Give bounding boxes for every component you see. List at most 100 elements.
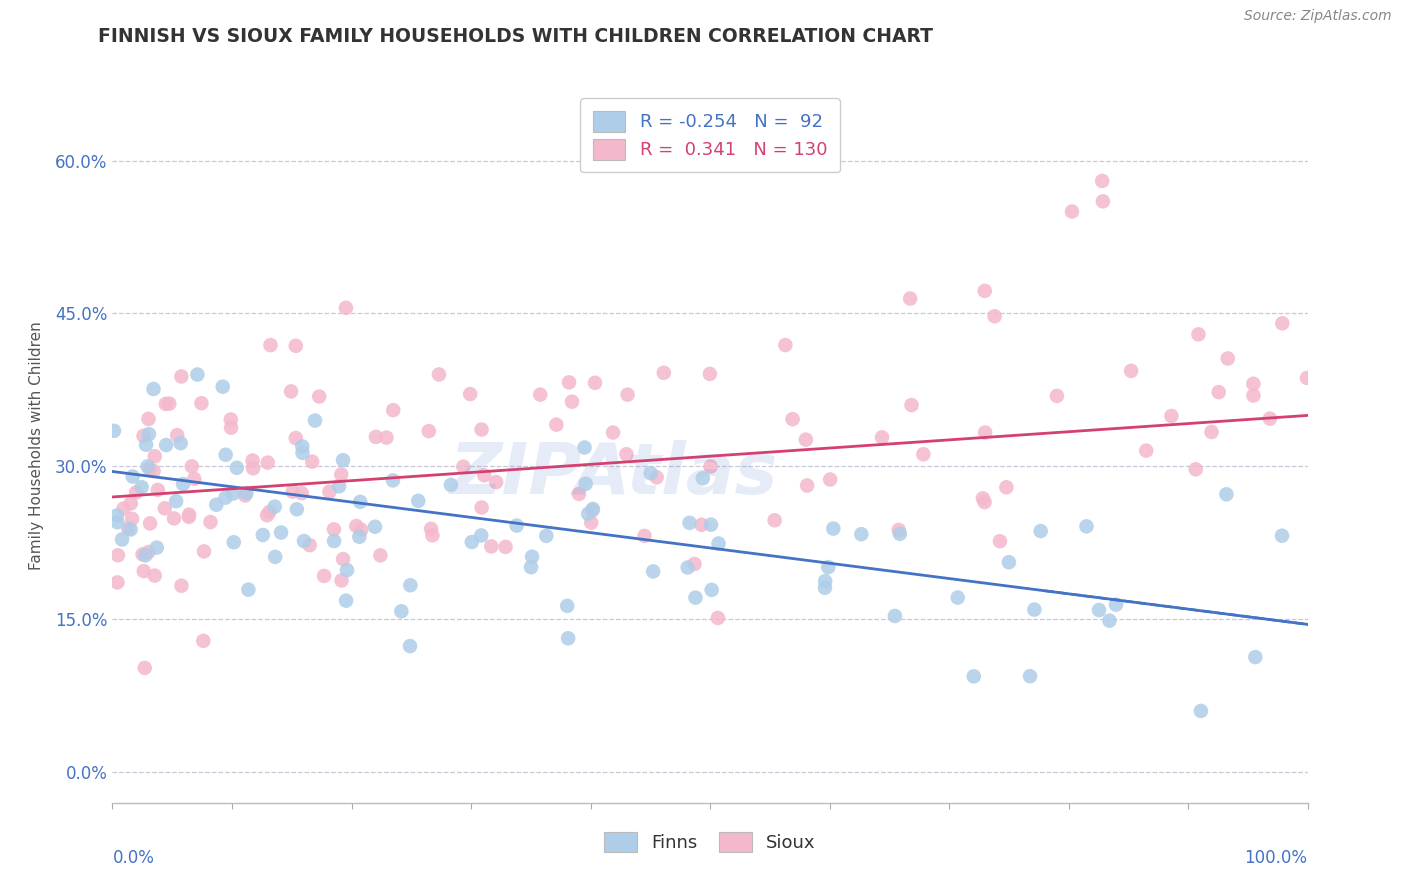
Point	[851, 527, 873, 541]
Point	[139, 516, 162, 531]
Point	[1091, 174, 1114, 188]
Point	[180, 459, 202, 474]
Point	[256, 456, 278, 470]
Point	[1215, 487, 1237, 501]
Point	[138, 462, 160, 476]
Point	[344, 519, 367, 533]
Point	[172, 477, 194, 491]
Point	[131, 548, 153, 562]
Point	[153, 501, 176, 516]
Point	[699, 459, 721, 474]
Point	[330, 574, 353, 588]
Point	[170, 369, 193, 384]
Point	[214, 448, 236, 462]
Point	[284, 339, 307, 353]
Point	[1088, 603, 1111, 617]
Point	[323, 533, 346, 548]
Point	[330, 467, 353, 482]
Point	[471, 423, 494, 437]
Point	[616, 447, 638, 461]
Point	[707, 536, 730, 550]
Point	[155, 397, 177, 411]
Point	[264, 549, 287, 564]
Point	[132, 564, 155, 578]
Point	[645, 470, 668, 484]
Point	[193, 544, 215, 558]
Point	[103, 424, 125, 438]
Point	[142, 382, 165, 396]
Point	[205, 498, 228, 512]
Point	[238, 582, 260, 597]
Point	[1208, 385, 1230, 400]
Point	[583, 376, 606, 390]
Point	[1060, 204, 1083, 219]
Point	[520, 560, 543, 574]
Point	[1241, 376, 1264, 391]
Point	[884, 609, 907, 624]
Point	[998, 555, 1021, 569]
Point	[219, 420, 242, 434]
Point	[146, 483, 169, 497]
Point	[683, 557, 706, 571]
Point	[291, 446, 314, 460]
Point	[794, 433, 817, 447]
Point	[912, 447, 935, 461]
Point	[887, 523, 910, 537]
Point	[177, 509, 200, 524]
Point	[427, 368, 450, 382]
Point	[558, 376, 581, 390]
Point	[561, 394, 583, 409]
Point	[233, 488, 256, 502]
Point	[440, 478, 463, 492]
Point	[107, 575, 129, 590]
Point	[633, 529, 655, 543]
Point	[281, 484, 304, 499]
Point	[576, 507, 599, 521]
Point	[870, 430, 893, 444]
Point	[105, 515, 128, 529]
Text: Source: ZipAtlas.com: Source: ZipAtlas.com	[1244, 9, 1392, 23]
Point	[1271, 316, 1294, 330]
Point	[1296, 371, 1319, 385]
Point	[1091, 194, 1114, 209]
Point	[1160, 409, 1182, 423]
Point	[963, 669, 986, 683]
Point	[301, 455, 323, 469]
Legend: Finns, Sioux: Finns, Sioux	[592, 819, 828, 865]
Point	[120, 523, 142, 537]
Point	[699, 367, 721, 381]
Point	[529, 387, 551, 401]
Point	[285, 502, 308, 516]
Point	[690, 517, 713, 532]
Point	[256, 508, 278, 523]
Point	[1046, 389, 1069, 403]
Point	[332, 453, 354, 467]
Point	[579, 516, 602, 530]
Point	[111, 533, 134, 547]
Point	[995, 480, 1018, 494]
Point	[520, 549, 543, 564]
Point	[678, 516, 700, 530]
Point	[1189, 704, 1212, 718]
Point	[225, 460, 247, 475]
Point	[974, 425, 997, 440]
Point	[898, 292, 921, 306]
Point	[364, 520, 387, 534]
Point	[242, 453, 264, 467]
Point	[370, 549, 392, 563]
Point	[263, 500, 285, 514]
Point	[1271, 529, 1294, 543]
Point	[318, 484, 340, 499]
Point	[332, 552, 354, 566]
Point	[364, 430, 387, 444]
Point	[314, 569, 336, 583]
Point	[375, 431, 398, 445]
Point	[291, 439, 314, 453]
Point	[574, 441, 596, 455]
Point	[190, 396, 212, 410]
Point	[143, 568, 166, 582]
Point	[349, 530, 371, 544]
Point	[336, 563, 359, 577]
Point	[453, 459, 475, 474]
Point	[1243, 388, 1265, 402]
